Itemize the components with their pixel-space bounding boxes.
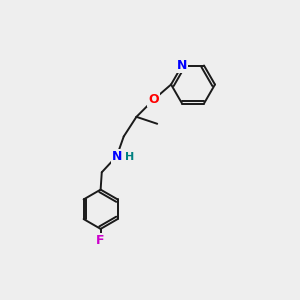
- Text: H: H: [125, 152, 134, 162]
- Text: N: N: [112, 150, 122, 163]
- Text: N: N: [177, 59, 187, 72]
- Text: F: F: [96, 234, 105, 247]
- Text: O: O: [148, 93, 159, 106]
